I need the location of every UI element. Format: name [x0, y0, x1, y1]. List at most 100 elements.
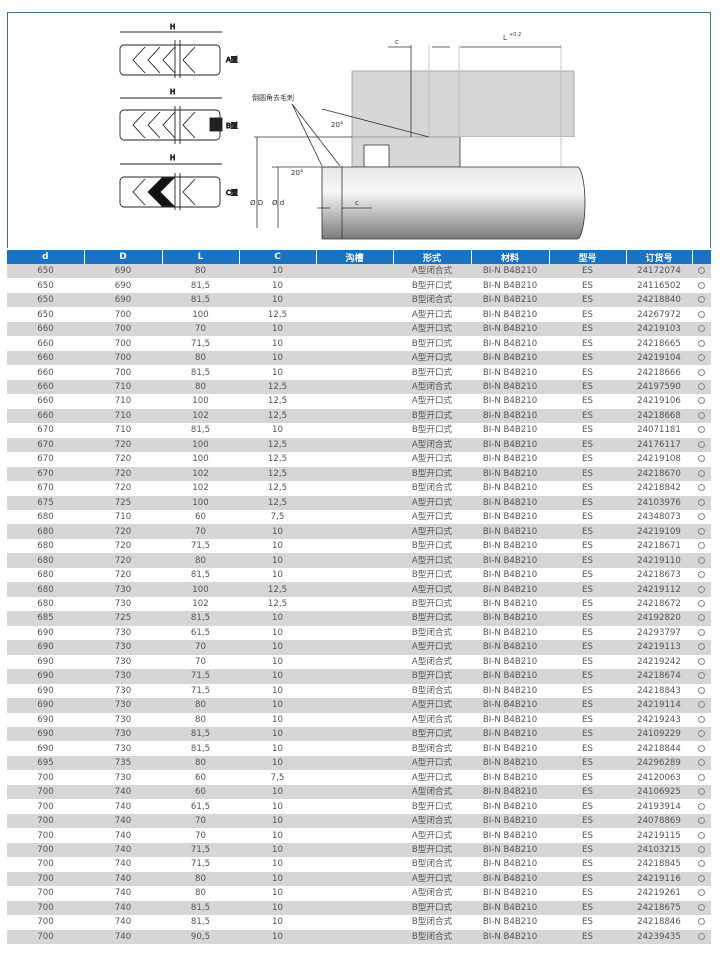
table-cell: BI-N B4B210 [471, 495, 549, 510]
select-radio[interactable] [698, 860, 705, 868]
select-radio[interactable] [698, 571, 705, 579]
select-radio[interactable] [698, 628, 705, 636]
select-radio[interactable] [698, 440, 705, 448]
select-cell[interactable] [692, 842, 711, 858]
select-radio[interactable] [698, 600, 705, 608]
select-radio[interactable] [698, 788, 705, 796]
select-cell[interactable] [692, 784, 711, 800]
select-cell[interactable] [692, 539, 711, 553]
select-cell[interactable] [692, 684, 711, 698]
select-radio[interactable] [698, 903, 705, 911]
table-cell: 24239435 [626, 929, 692, 945]
select-cell[interactable] [692, 307, 711, 321]
select-cell[interactable] [692, 524, 711, 539]
select-cell[interactable] [692, 828, 711, 842]
select-radio[interactable] [698, 932, 705, 940]
select-radio[interactable] [698, 325, 705, 333]
select-cell[interactable] [692, 727, 711, 742]
select-radio[interactable] [698, 672, 705, 680]
select-radio[interactable] [698, 657, 705, 665]
select-cell[interactable] [692, 640, 711, 655]
select-cell[interactable] [692, 336, 711, 350]
select-radio[interactable] [698, 339, 705, 347]
select-radio[interactable] [698, 874, 705, 882]
select-cell[interactable] [692, 900, 711, 916]
select-cell[interactable] [692, 495, 711, 510]
select-radio[interactable] [698, 701, 705, 709]
select-cell[interactable] [692, 597, 711, 611]
select-radio[interactable] [698, 845, 705, 853]
select-cell[interactable] [692, 365, 711, 379]
select-cell[interactable] [692, 770, 711, 784]
select-radio[interactable] [698, 354, 705, 362]
select-cell[interactable] [692, 886, 711, 900]
select-cell[interactable] [692, 408, 711, 424]
select-cell[interactable] [692, 713, 711, 727]
table-cell: ES [549, 321, 626, 337]
select-cell[interactable] [692, 510, 711, 524]
select-cell[interactable] [692, 799, 711, 813]
select-cell[interactable] [692, 466, 711, 482]
select-cell[interactable] [692, 379, 711, 395]
select-cell[interactable] [692, 582, 711, 597]
select-cell[interactable] [692, 755, 711, 771]
select-cell[interactable] [692, 452, 711, 466]
select-cell[interactable] [692, 568, 711, 582]
select-cell[interactable] [692, 423, 711, 437]
select-radio[interactable] [698, 585, 705, 593]
select-radio[interactable] [698, 918, 705, 926]
select-cell[interactable] [692, 857, 711, 871]
select-radio[interactable] [698, 556, 705, 564]
select-radio[interactable] [698, 397, 705, 405]
select-radio[interactable] [698, 382, 705, 390]
select-cell[interactable] [692, 278, 711, 292]
select-radio[interactable] [698, 310, 705, 318]
table-cell: 720 [84, 466, 162, 482]
select-cell[interactable] [692, 669, 711, 684]
select-radio[interactable] [698, 744, 705, 752]
select-radio[interactable] [698, 686, 705, 694]
select-radio[interactable] [698, 469, 705, 477]
select-radio[interactable] [698, 455, 705, 463]
select-cell[interactable] [692, 394, 711, 408]
select-radio[interactable] [698, 817, 705, 825]
select-cell[interactable] [692, 611, 711, 626]
select-radio[interactable] [698, 484, 705, 492]
select-cell[interactable] [692, 321, 711, 337]
select-radio[interactable] [698, 614, 705, 622]
select-cell[interactable] [692, 626, 711, 640]
select-cell[interactable] [692, 698, 711, 713]
select-radio[interactable] [698, 643, 705, 651]
table-cell: 700 [7, 842, 84, 858]
select-radio[interactable] [698, 715, 705, 723]
select-cell[interactable] [692, 292, 711, 308]
select-radio[interactable] [698, 889, 705, 897]
select-cell[interactable] [692, 915, 711, 929]
select-cell[interactable] [692, 655, 711, 669]
select-cell[interactable] [692, 264, 711, 279]
select-radio[interactable] [698, 831, 705, 839]
select-radio[interactable] [698, 411, 705, 419]
select-radio[interactable] [698, 426, 705, 434]
select-radio[interactable] [698, 296, 705, 304]
select-radio[interactable] [698, 267, 705, 275]
select-cell[interactable] [692, 741, 711, 755]
select-cell[interactable] [692, 929, 711, 945]
select-radio[interactable] [698, 513, 705, 521]
select-cell[interactable] [692, 871, 711, 887]
select-radio[interactable] [698, 281, 705, 289]
select-radio[interactable] [698, 759, 705, 767]
select-radio[interactable] [698, 527, 705, 535]
select-radio[interactable] [698, 498, 705, 506]
select-radio[interactable] [698, 730, 705, 738]
select-radio[interactable] [698, 368, 705, 376]
select-radio[interactable] [698, 802, 705, 810]
select-cell[interactable] [692, 481, 711, 495]
select-cell[interactable] [692, 350, 711, 366]
select-cell[interactable] [692, 813, 711, 829]
table-cell: 720 [114, 454, 132, 465]
select-radio[interactable] [698, 773, 705, 781]
select-cell[interactable] [692, 553, 711, 568]
select-cell[interactable] [692, 437, 711, 453]
select-radio[interactable] [698, 542, 705, 550]
